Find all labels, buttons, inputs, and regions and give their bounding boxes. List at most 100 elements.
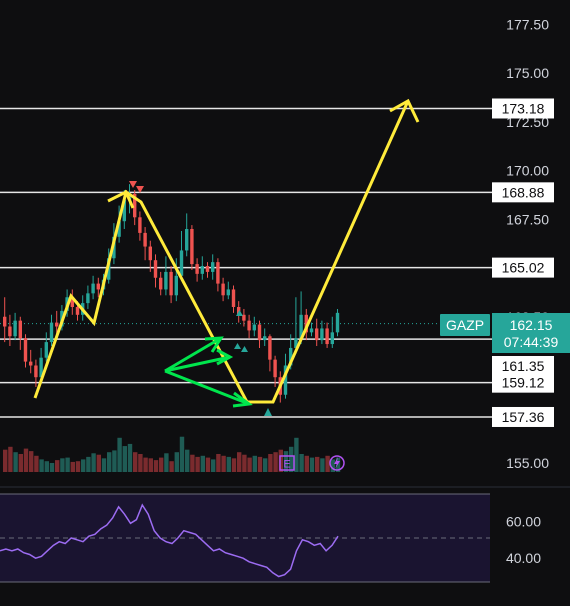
candle-body[interactable] [70,297,74,307]
volume-bar [237,452,242,472]
volume-bar [86,456,91,472]
green-arrow-3[interactable] [164,369,250,406]
candle-body[interactable] [190,229,194,265]
candle-body[interactable] [179,250,184,276]
candle-body[interactable] [304,314,308,333]
candle-body[interactable] [247,320,251,331]
candle-body[interactable] [252,324,256,331]
bar-countdown: 07:44:39 [504,334,559,350]
candle-body[interactable] [153,260,158,278]
candle-body[interactable] [185,229,189,251]
candle-body[interactable] [143,232,147,247]
candle-body[interactable] [39,357,43,378]
green-arrowhead-3[interactable] [232,391,253,408]
level-tag-label: 165.02 [502,260,545,276]
candle-body[interactable] [55,322,59,327]
candle-body[interactable] [34,365,38,378]
candle-body[interactable] [330,332,334,345]
volume-bar [205,457,211,472]
candle-body[interactable] [159,277,163,290]
candle-body[interactable] [294,338,298,348]
sell-signal-marker [136,186,144,193]
candle-body[interactable] [75,307,80,315]
candle-body[interactable] [289,347,293,366]
candle-body[interactable] [299,314,303,339]
candle-body[interactable] [29,361,33,366]
rsi-pane[interactable]: 60.00 40.00 [0,486,570,583]
buy-signal-marker [236,310,243,316]
candle-body[interactable] [8,326,12,337]
candle-body[interactable] [49,322,54,343]
volume-bar [153,460,159,472]
green-arrowhead-1[interactable] [204,336,224,353]
candle-body[interactable] [133,193,137,218]
candle-body[interactable] [242,314,246,321]
candle-body[interactable] [273,359,277,378]
volume-bar [117,437,122,472]
candle-body[interactable] [320,328,324,341]
volume-bar [190,454,195,472]
volume-bar [247,457,252,472]
candle-body[interactable] [164,271,168,290]
candle-body[interactable] [18,320,22,339]
yellow-arrowhead-top[interactable] [389,98,420,123]
horizontal-levels[interactable] [0,107,492,418]
last-price-value: 162.15 [510,317,553,333]
candle-body[interactable] [325,328,329,345]
yellow-arrowhead-left[interactable] [107,189,135,209]
candle-body[interactable] [335,312,340,333]
candle-body[interactable] [195,264,199,274]
candle-body[interactable] [13,320,17,337]
candle-body[interactable] [23,338,28,362]
volume-bar [304,455,309,472]
candle-body[interactable] [237,307,241,315]
volume-bar [273,452,278,472]
level-tag-label: 173.18 [502,100,545,116]
candle-body[interactable] [268,336,272,360]
yellow-path-drawing[interactable] [33,100,410,404]
volume-bar [23,448,29,472]
candle-body[interactable] [86,293,90,304]
candle-body[interactable] [169,271,173,296]
candle-body[interactable] [211,262,215,272]
candle-body[interactable] [96,283,100,290]
candle-body[interactable] [148,246,152,261]
green-arrow-1[interactable] [164,336,222,373]
earnings-event-badge[interactable]: E [279,455,295,471]
volume-bar [242,454,247,472]
candle-body[interactable] [122,199,126,222]
candle-body[interactable] [174,275,178,296]
volume-bar [138,454,143,472]
candle-body[interactable] [309,328,314,333]
candle-body[interactable] [221,283,225,296]
rsi-line[interactable] [0,503,339,578]
candle-body[interactable] [216,262,220,284]
volume-bar [231,458,237,472]
candle-body[interactable] [138,217,142,233]
volume-bar [107,452,112,472]
candle-body[interactable] [226,289,230,296]
candle-body[interactable] [44,342,48,358]
green-arrow-2[interactable] [164,355,231,373]
volume-bar [112,450,117,472]
drawings[interactable] [33,98,420,416]
buy-signal-marker [234,343,241,349]
candle-body[interactable] [117,221,121,237]
candle-body[interactable] [231,289,236,307]
green-arrowhead-2[interactable] [216,348,234,366]
candle-body[interactable] [263,336,267,341]
volume-bar [174,452,179,472]
level-tag-label: 157.36 [502,409,545,425]
candle-body[interactable] [205,266,210,272]
candle-body[interactable] [200,266,204,274]
candle-body[interactable] [315,328,319,341]
candle-body[interactable] [257,324,262,341]
volume-bar [159,457,164,472]
volume-bar [179,436,185,472]
lightning-event-icon[interactable] [329,455,345,471]
candle-body[interactable] [91,283,95,294]
candle-body[interactable] [3,316,7,327]
volume-bar [226,456,231,472]
candle-body[interactable] [283,365,288,395]
